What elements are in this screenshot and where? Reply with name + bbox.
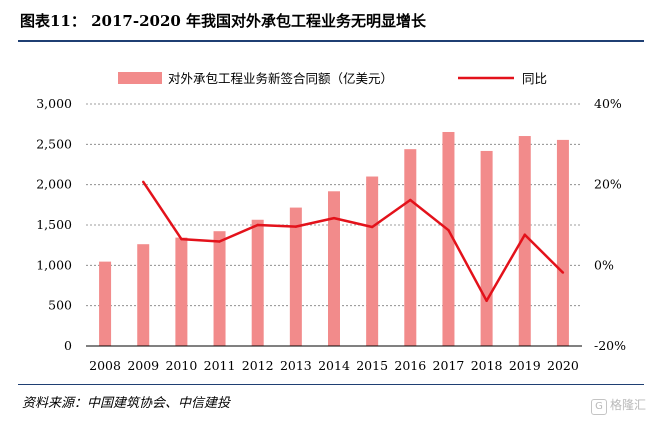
right-tick-label: -20% <box>594 338 626 353</box>
bar <box>137 244 150 346</box>
line-point <box>142 180 145 184</box>
left-tick-label: 0 <box>64 338 72 353</box>
x-tick-label: 2015 <box>356 358 388 373</box>
bar <box>213 231 226 346</box>
legend-bar-swatch <box>118 72 162 84</box>
line-point <box>485 299 488 303</box>
bar <box>328 191 340 346</box>
x-tick-label: 2017 <box>433 358 465 373</box>
legend: 对外承包工程业务新签合同额（亿美元） 同比 <box>118 71 547 86</box>
line-point <box>294 225 298 228</box>
x-tick-label: 2009 <box>127 358 159 373</box>
left-tick-label: 2,000 <box>36 177 72 192</box>
bar <box>404 149 417 346</box>
source-note: 资料来源：中国建筑协会、中信建投 <box>22 396 231 411</box>
line-point <box>218 240 221 243</box>
left-axis: 0 500 1,000 1,500 2,000 2,500 3,000 <box>36 96 72 353</box>
x-axis: 2008 2009 2010 2011 2012 2013 2014 2015 2016 2017… <box>86 345 582 373</box>
line-point <box>409 198 412 202</box>
watermark: G 格隆汇 <box>590 396 646 415</box>
watermark-logo-icon: G <box>590 399 607 415</box>
line-point <box>561 271 565 274</box>
bar <box>175 237 188 346</box>
x-tick-label: 2019 <box>509 358 541 373</box>
footer-rule <box>18 384 644 385</box>
bar <box>518 136 531 346</box>
bar <box>556 139 569 346</box>
chart-title: 图表11： 2017-2020 年我国对外承包工程业务无明显增长 <box>20 12 427 30</box>
left-tick-label: 1,500 <box>36 217 72 232</box>
x-tick-label: 2013 <box>280 358 312 373</box>
right-tick-label: 0% <box>594 257 614 272</box>
x-tick-label: 2018 <box>471 358 503 373</box>
left-tick-label: 1,000 <box>36 257 72 272</box>
bar <box>442 131 455 346</box>
right-tick-label: 20% <box>594 177 622 192</box>
legend-bar-label: 对外承包工程业务新签合同额（亿美元） <box>168 71 393 86</box>
watermark-text: 格隆汇 <box>609 398 646 412</box>
title-rule <box>18 40 644 42</box>
line-point <box>332 216 336 220</box>
left-tick-label: 3,000 <box>36 96 72 111</box>
x-tick-label: 2014 <box>318 358 350 373</box>
bar-series <box>99 131 569 346</box>
line-point <box>447 229 450 232</box>
x-tick-label: 2020 <box>547 358 579 373</box>
line-point <box>370 225 374 229</box>
line-point <box>256 223 259 227</box>
x-tick-label: 2011 <box>204 358 236 373</box>
left-tick-label: 2,500 <box>36 136 72 151</box>
bar <box>366 176 379 346</box>
x-tick-label: 2012 <box>242 358 274 373</box>
bar <box>289 207 302 346</box>
bar <box>480 150 493 346</box>
line-point <box>523 233 526 236</box>
x-tick-label: 2010 <box>165 358 197 373</box>
line-series <box>142 180 565 303</box>
bar <box>99 261 112 346</box>
right-axis: -20% 0% 20% 40% <box>594 96 626 353</box>
yoy-line <box>142 181 564 303</box>
x-tick-label: 2008 <box>89 358 121 373</box>
x-tick-label: 2016 <box>394 358 426 373</box>
line-point <box>180 237 183 241</box>
legend-line-label: 同比 <box>522 71 547 86</box>
right-tick-label: 40% <box>594 96 622 111</box>
chart: 0 500 1,000 1,500 2,000 2,500 3,000 -20% 0% 20% 4… <box>36 71 626 373</box>
bar <box>251 219 264 346</box>
left-tick-label: 500 <box>48 298 72 313</box>
